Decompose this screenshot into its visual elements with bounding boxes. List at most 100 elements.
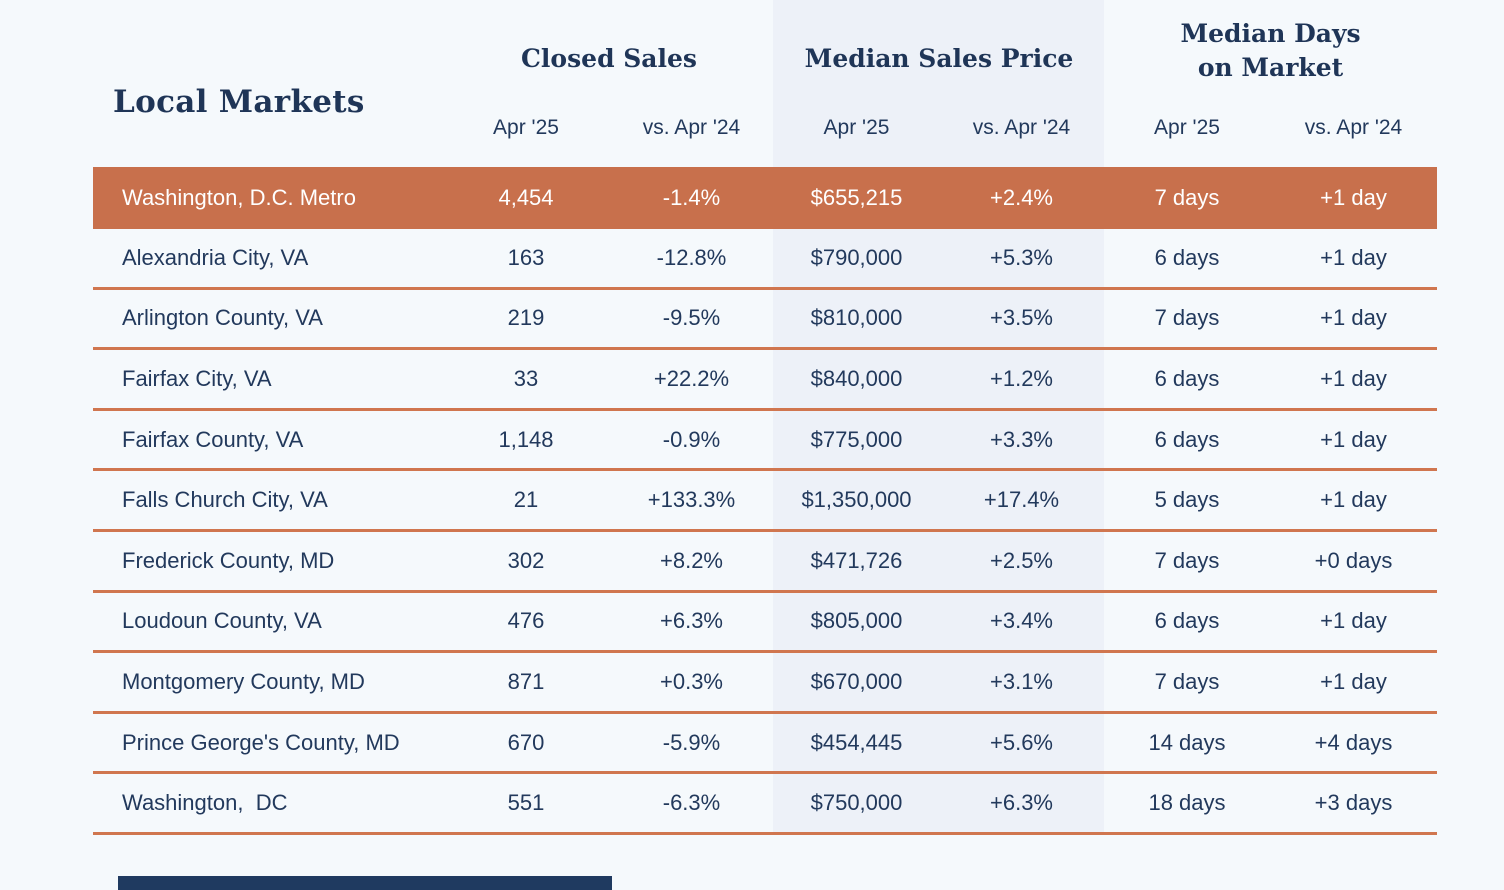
days-on-market-change-cell: +1 day [1320,244,1387,270]
median-price-change-cell: +5.6% [990,729,1053,755]
market-name-cell: Arlington County, VA [122,305,323,331]
table-row: Fairfax County, VA 1,148 -0.9% $775,000 … [93,411,1437,472]
table-row: Falls Church City, VA 21 +133.3% $1,350,… [93,471,1437,532]
median-price-column-band [773,0,1104,835]
median-price-change-cell: +5.3% [990,244,1053,270]
days-on-market-change-cell: +1 day [1320,426,1387,452]
median-price-cell: $790,000 [810,244,903,270]
days-on-market-cell: 7 days [1154,185,1220,210]
days-on-market-change-cell: +1 day [1320,487,1387,513]
days-on-market-change-cell: +1 day [1320,365,1387,391]
days-on-market-cell: 14 days [1148,729,1226,755]
median-price-cell: $840,000 [810,365,903,391]
subheader-price-vs-apr24: vs. Apr '24 [972,116,1071,139]
median-price-change-cell: +3.4% [990,608,1053,634]
closed-sales-cell: 871 [507,668,545,694]
footer-bar [118,876,612,890]
table-row: Montgomery County, MD 871 +0.3% $670,000… [93,653,1437,714]
median-price-change-cell: +2.4% [990,185,1053,210]
closed-sales-change-cell: -12.8% [656,244,727,270]
days-on-market-change-cell: +1 day [1320,608,1387,634]
median-price-cell: $775,000 [810,426,903,452]
median-price-cell: $750,000 [810,790,903,816]
closed-sales-cell: 33 [513,365,539,391]
days-on-market-cell: 6 days [1154,244,1220,270]
closed-sales-cell: 476 [507,608,545,634]
closed-sales-cell: 21 [513,487,539,513]
closed-sales-cell: 551 [507,790,545,816]
subheader-closed-vs-apr24: vs. Apr '24 [642,116,741,139]
closed-sales-change-cell: -9.5% [662,305,721,331]
days-on-market-cell: 6 days [1154,608,1220,634]
table-row: Fairfax City, VA 33 +22.2% $840,000 +1.2… [93,350,1437,411]
subheader-days-apr25: Apr '25 [1154,116,1220,139]
market-name-cell: Alexandria City, VA [122,244,309,270]
days-on-market-change-cell: +3 days [1314,790,1393,816]
subheader-closed-apr25: Apr '25 [493,116,559,139]
closed-sales-change-cell: -6.3% [662,790,721,816]
closed-sales-change-cell: -0.9% [662,426,721,452]
table-row: Loudoun County, VA 476 +6.3% $805,000 +3… [93,593,1437,654]
market-name-cell: Falls Church City, VA [122,487,328,513]
median-price-change-cell: +1.2% [990,365,1053,391]
table-title: Local Markets [113,84,365,120]
median-price-cell: $1,350,000 [801,487,912,513]
median-price-cell: $810,000 [810,305,903,331]
table-row: Prince George's County, MD 670 -5.9% $45… [93,714,1437,775]
days-on-market-cell: 6 days [1154,365,1220,391]
median-price-change-cell: +3.5% [990,305,1053,331]
closed-sales-cell: 4,454 [498,185,554,210]
closed-sales-change-cell: +8.2% [660,547,723,573]
days-on-market-change-cell: +1 day [1320,305,1387,331]
median-price-change-cell: +17.4% [983,487,1060,513]
days-on-market-cell: 5 days [1154,487,1220,513]
market-name-cell: Prince George's County, MD [122,729,400,755]
table-row: Alexandria City, VA 163 -12.8% $790,000 … [93,229,1437,290]
closed-sales-cell: 163 [507,244,545,270]
days-on-market-cell: 6 days [1154,426,1220,452]
median-price-change-cell: +2.5% [990,547,1053,573]
table-rows: Washington, D.C. Metro 4,454 -1.4% $655,… [93,167,1437,835]
subheader-spacer [93,116,443,140]
market-name-cell: Fairfax City, VA [122,365,272,391]
market-name-cell: Montgomery County, MD [122,668,365,694]
closed-sales-cell: 1,148 [498,426,554,452]
median-price-cell: $471,726 [810,547,903,573]
column-group-median-sales-price: Median Sales Price [804,44,1074,73]
days-on-market-change-cell: +1 day [1320,668,1387,694]
market-name-cell: Fairfax County, VA [122,426,304,452]
closed-sales-cell: 219 [507,305,545,331]
market-name-cell: Loudoun County, VA [122,608,322,634]
closed-sales-change-cell: +133.3% [647,487,736,513]
column-group-days-line2: on Market [1197,53,1344,82]
days-on-market-cell: 7 days [1154,547,1220,573]
days-on-market-cell: 7 days [1154,305,1220,331]
table-row: Washington, DC 551 -6.3% $750,000 +6.3% … [93,774,1437,835]
table-row: Arlington County, VA 219 -9.5% $810,000 … [93,290,1437,351]
closed-sales-change-cell: -5.9% [662,729,721,755]
subheader-row: Apr '25 vs. Apr '24 Apr '25 vs. Apr '24 … [93,116,1437,140]
closed-sales-change-cell: -1.4% [662,185,721,210]
closed-sales-cell: 670 [507,729,545,755]
table-row: Frederick County, MD 302 +8.2% $471,726 … [93,532,1437,593]
column-group-closed-sales: Closed Sales [521,44,697,73]
column-group-median-days-on-market: Median Days on Market [1104,17,1437,85]
closed-sales-change-cell: +22.2% [653,365,730,391]
median-price-cell: $670,000 [810,668,903,694]
market-name-cell: Frederick County, MD [122,547,335,573]
median-price-cell: $655,215 [810,185,903,210]
closed-sales-cell: 302 [507,547,545,573]
column-group-days-line1: Median Days [1180,19,1361,48]
days-on-market-cell: 7 days [1154,668,1220,694]
days-on-market-change-cell: +0 days [1314,547,1393,573]
closed-sales-change-cell: +0.3% [660,668,723,694]
days-on-market-change-cell: +1 day [1320,185,1387,210]
median-price-cell: $805,000 [810,608,903,634]
median-price-change-cell: +3.1% [990,668,1053,694]
market-name-cell: Washington, D.C. Metro [122,185,356,210]
days-on-market-cell: 18 days [1148,790,1226,816]
market-name-cell: Washington, DC [122,790,288,816]
subheader-days-vs-apr24: vs. Apr '24 [1304,116,1403,139]
closed-sales-change-cell: +6.3% [660,608,723,634]
